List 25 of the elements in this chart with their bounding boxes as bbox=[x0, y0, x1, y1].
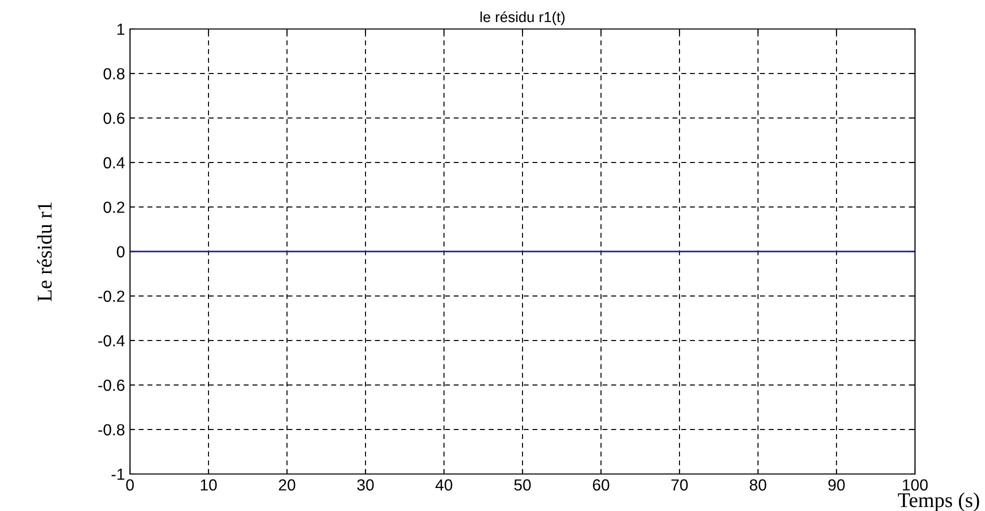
y-tick-label: 0 bbox=[116, 246, 125, 258]
x-tick-label: 90 bbox=[828, 479, 845, 491]
y-tick-label: -0.8 bbox=[98, 424, 124, 436]
x-tick-label: 30 bbox=[357, 479, 374, 491]
x-tick-label: 20 bbox=[278, 479, 296, 491]
x-tick-label: 50 bbox=[514, 479, 531, 491]
x-tick-label: 10 bbox=[200, 479, 217, 491]
y-tick-label: 0.4 bbox=[104, 157, 125, 168]
x-tick-label: 70 bbox=[671, 479, 688, 491]
x-tick-label: 0 bbox=[126, 479, 134, 491]
y-tick-label: 0.6 bbox=[104, 112, 124, 124]
y-tick-label: 0.2 bbox=[104, 202, 124, 213]
x-tick-label: 80 bbox=[750, 479, 766, 491]
y-tick-label: 1 bbox=[117, 24, 124, 35]
x-tick-label: 40 bbox=[435, 479, 452, 491]
chart-title: le résidu r1(t) bbox=[480, 11, 565, 26]
y-tick-label: -0.6 bbox=[98, 380, 124, 391]
x-tick-label: 100 bbox=[902, 479, 928, 491]
x-axis-title: Temps (s) bbox=[898, 492, 980, 511]
x-tick-label: 60 bbox=[592, 479, 610, 491]
y-tick-label: -0.2 bbox=[98, 290, 124, 302]
y-axis-title: Le résidu r1 bbox=[37, 202, 52, 302]
y-tick-label: 0.8 bbox=[104, 68, 124, 80]
y-tick-label: -1 bbox=[112, 468, 124, 480]
y-tick-label: -0.4 bbox=[98, 335, 125, 346]
